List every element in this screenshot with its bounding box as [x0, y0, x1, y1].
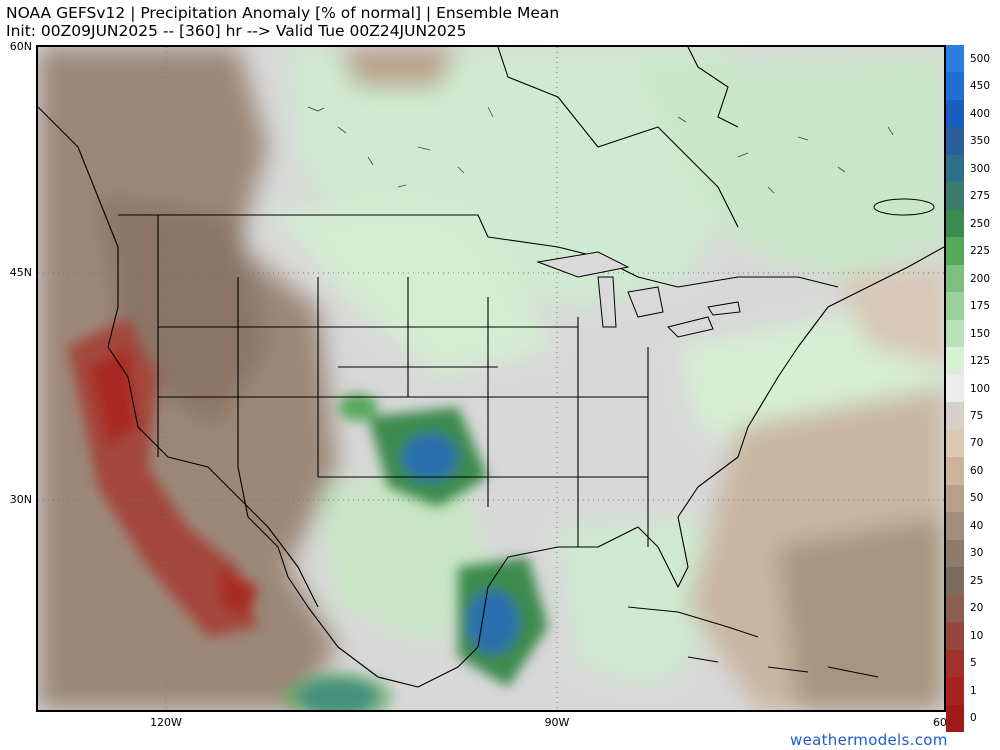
colorbar-segment: [946, 649, 964, 678]
map-svg: [38, 47, 944, 710]
colorbar-label: 10: [970, 629, 984, 642]
colorbar-label: 500: [970, 52, 991, 65]
map-title: NOAA GEFSv12 | Precipitation Anomaly [% …: [6, 4, 559, 40]
precipitation-anomaly-map: [36, 45, 946, 712]
colorbar-segment: [946, 127, 964, 156]
colorbar-segment: [946, 154, 964, 183]
colorbar-segment: [946, 677, 964, 705]
colorbar-label: 250: [970, 217, 991, 230]
colorbar-segment: [946, 484, 964, 513]
colorbar-segment: [946, 237, 964, 266]
lon-label-60: 60: [933, 716, 947, 729]
colorbar-label: 50: [970, 492, 984, 505]
colorbar-label: 30: [970, 547, 984, 560]
colorbar-segment: [946, 319, 964, 348]
colorbar-segment: [946, 512, 964, 541]
colorbar-label: 5: [970, 657, 977, 670]
colorbar-label: 450: [970, 80, 991, 93]
credit-text: weathermodels.com: [790, 731, 948, 749]
colorbar-label: 275: [970, 190, 991, 203]
lon-label-120w: 120W: [150, 716, 182, 729]
colorbar-label: 350: [970, 135, 991, 148]
title-line-1: NOAA GEFSv12 | Precipitation Anomaly [% …: [6, 4, 560, 22]
title-line-2: Init: 00Z09JUN2025 -- [360] hr --> Valid…: [6, 22, 467, 40]
lat-label-30n: 30N: [9, 493, 32, 506]
colorbar-label: 300: [970, 162, 991, 175]
colorbar-segment: [946, 704, 964, 733]
colorbar-label: 400: [970, 107, 991, 120]
colorbar-segment: [946, 567, 964, 596]
colorbar-segment: [946, 209, 964, 238]
colorbar-label: 225: [970, 245, 991, 258]
colorbar-segment: [946, 264, 964, 293]
colorbar-label: 125: [970, 355, 991, 368]
colorbar-segment: [946, 402, 964, 431]
lat-label-45n: 45N: [9, 266, 32, 279]
colorbar-label: 200: [970, 272, 991, 285]
colorbar-label: 175: [970, 300, 991, 313]
colorbar-segment: [946, 99, 964, 128]
colorbar-label: 100: [970, 382, 991, 395]
colorbar-label: 70: [970, 437, 984, 450]
colorbar-segment: [946, 374, 964, 403]
colorbar-segment: [946, 429, 964, 458]
colorbar-label: 60: [970, 464, 984, 477]
colorbar-segment: [946, 347, 964, 376]
colorbar-segment: [946, 539, 964, 568]
colorbar-label: 1: [970, 684, 977, 697]
colorbar-segment: [946, 622, 964, 651]
colorbar-segment: [946, 182, 964, 211]
colorbar-label: 20: [970, 602, 984, 615]
colorbar: [946, 45, 964, 733]
colorbar-segment: [946, 45, 964, 73]
colorbar-segment: [946, 72, 964, 101]
colorbar-label: 150: [970, 327, 991, 340]
colorbar-segment: [946, 292, 964, 321]
colorbar-segment: [946, 457, 964, 486]
colorbar-segment: [946, 594, 964, 623]
lat-label-60n: 60N: [9, 40, 32, 53]
colorbar-label: 0: [970, 712, 977, 725]
colorbar-label: 40: [970, 519, 984, 532]
colorbar-label: 25: [970, 574, 984, 587]
colorbar-label: 75: [970, 409, 984, 422]
lon-label-90w: 90W: [544, 716, 570, 729]
